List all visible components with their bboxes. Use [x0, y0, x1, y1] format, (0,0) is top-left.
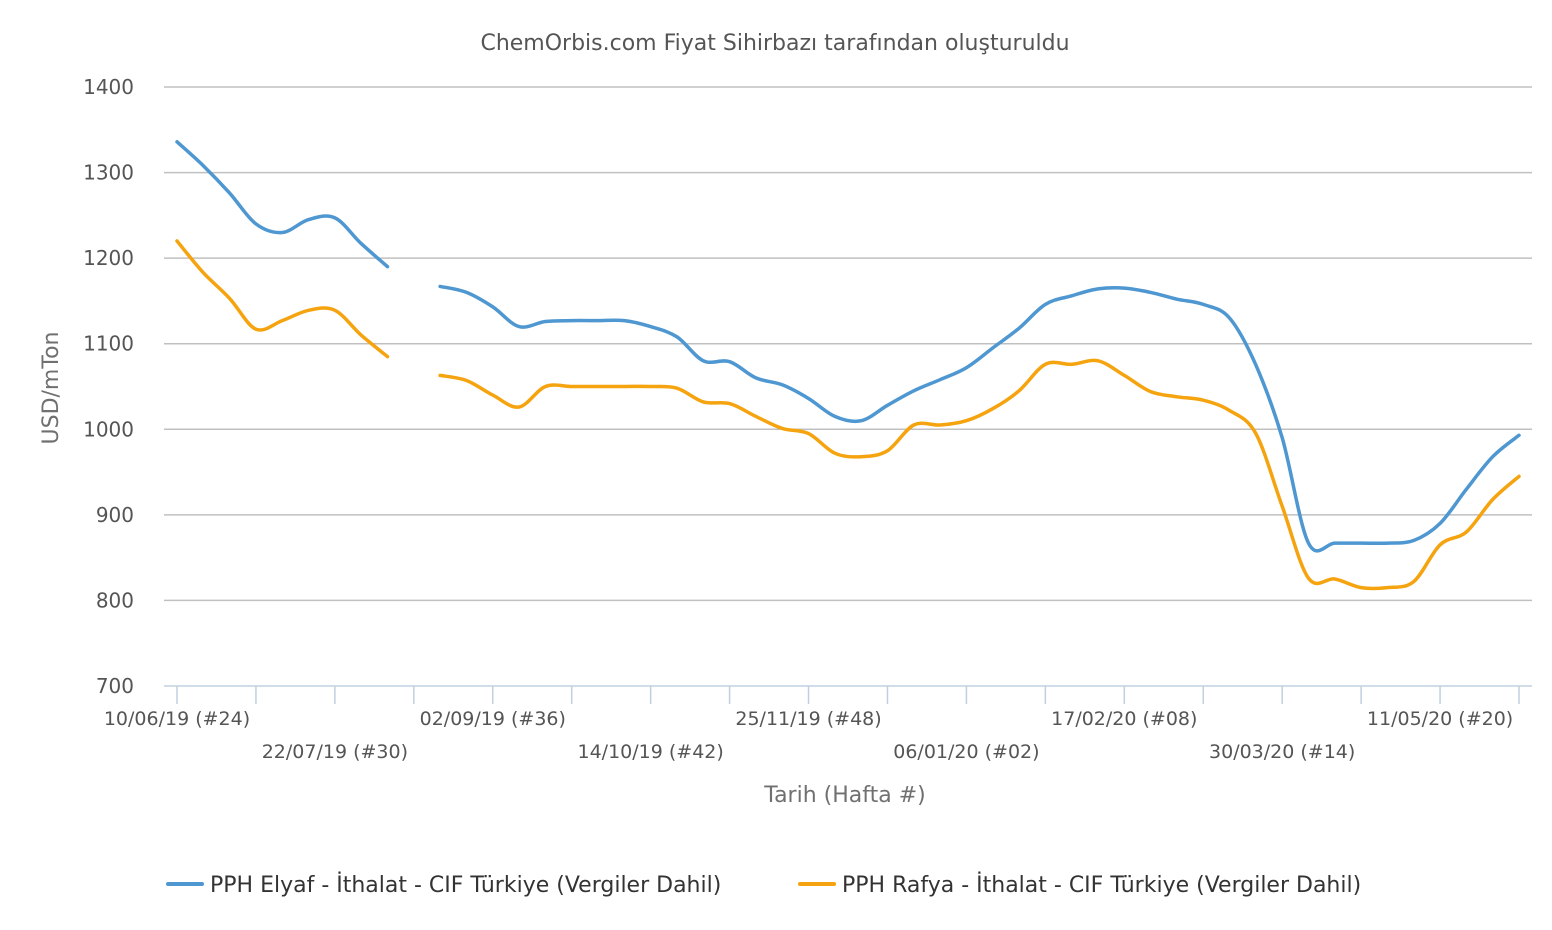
x-tick-label: 06/01/20 (#02) [893, 741, 1039, 763]
y-axis-title: USD/mTon [39, 332, 64, 445]
x-tick-label: 22/07/19 (#30) [262, 741, 408, 763]
series-pph-rafya [175, 239, 1521, 591]
series-lines [175, 140, 1521, 591]
x-axis-title: Tarih (Hafta #) [763, 783, 925, 808]
legend: PPH Elyaf - İthalat - CIF Türkiye (Vergi… [166, 872, 1361, 898]
y-gridlines [164, 86, 1532, 602]
y-tick-label: 1000 [83, 417, 134, 441]
y-tick-label: 800 [96, 588, 134, 612]
y-tick-label: 1400 [83, 75, 134, 99]
legend-label: PPH Rafya - İthalat - CIF Türkiye (Vergi… [842, 872, 1361, 898]
legend-item[interactable]: PPH Rafya - İthalat - CIF Türkiye (Vergi… [798, 872, 1361, 898]
series-line [175, 239, 390, 359]
series-line [438, 284, 1521, 553]
y-tick-label: 1100 [83, 332, 134, 356]
legend-label: PPH Elyaf - İthalat - CIF Türkiye (Vergi… [210, 872, 721, 898]
x-tick-label: 11/05/20 (#20) [1367, 708, 1513, 730]
legend-item[interactable]: PPH Elyaf - İthalat - CIF Türkiye (Vergi… [166, 872, 721, 898]
x-tick-label: 17/02/20 (#08) [1051, 708, 1197, 730]
y-tick-labels: 700 800 900 1000 1100 1200 1300 1400 [83, 75, 134, 698]
chart-title: ChemOrbis.com Fiyat Sihirbazı tarafından… [480, 31, 1069, 56]
y-tick-label: 1200 [83, 246, 134, 270]
x-tick-label: 30/03/20 (#14) [1209, 741, 1355, 763]
series-line [438, 358, 1521, 591]
x-tick-label: 02/09/19 (#36) [420, 708, 566, 730]
series-pph-elyaf [175, 140, 1521, 553]
series-line [175, 140, 390, 269]
x-tick-label: 25/11/19 (#48) [735, 708, 881, 730]
x-axis: 10/06/19 (#24) 22/07/19 (#30) 02/09/19 (#3… [104, 685, 1532, 763]
x-tick-label: 14/10/19 (#42) [577, 741, 723, 763]
y-tick-label: 900 [96, 503, 134, 527]
x-tick-label: 10/06/19 (#24) [104, 708, 250, 730]
y-tick-label: 700 [96, 674, 134, 698]
y-tick-label: 1300 [83, 161, 134, 185]
